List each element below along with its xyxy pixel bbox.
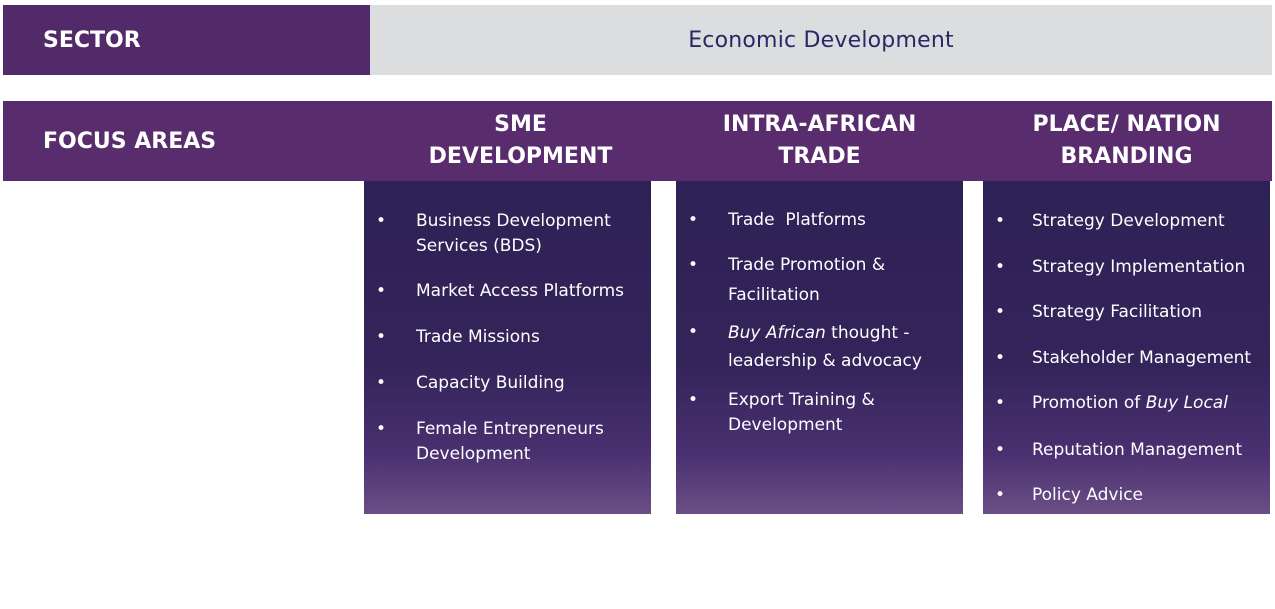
bullet-icon: • bbox=[688, 322, 699, 342]
list-item-text: Policy Advice bbox=[1032, 485, 1144, 505]
column-title-sme-development: SME DEVELOPMENT bbox=[428, 112, 613, 169]
bullet-icon: • bbox=[995, 348, 1006, 368]
bullet-icon: • bbox=[376, 373, 387, 393]
list-item-text: Reputation Management bbox=[1032, 440, 1243, 460]
list-item-text: Export Training & Development bbox=[728, 390, 875, 435]
bullet-icon: • bbox=[376, 211, 387, 231]
bullet-icon: • bbox=[688, 390, 699, 410]
list-item-text: Trade Promotion & Facilitation bbox=[728, 255, 886, 305]
buy-local-emphasis: Buy Local bbox=[1145, 393, 1228, 413]
bullet-icon: • bbox=[376, 419, 387, 439]
list-item-text: Strategy Facilitation bbox=[1032, 302, 1203, 322]
sector-label: SECTOR bbox=[3, 5, 370, 75]
bullet-icon: • bbox=[995, 257, 1006, 277]
list-item-text: Capacity Building bbox=[416, 373, 565, 393]
list-item-text: Promotion of Buy Local bbox=[1032, 393, 1228, 413]
sector-value: Economic Development bbox=[370, 5, 1272, 75]
bullet-icon: • bbox=[688, 255, 699, 275]
list-item-text: Trade Missions bbox=[416, 327, 540, 347]
list-item-text: Stakeholder Management bbox=[1032, 348, 1252, 368]
bullet-icon: • bbox=[995, 485, 1006, 505]
list-item-text: Market Access Platforms bbox=[416, 281, 624, 301]
bullet-icon: • bbox=[995, 440, 1006, 460]
intra-african-trade-box: • Trade Platforms • Trade Promotion & Fa… bbox=[676, 181, 963, 514]
bullet-icon: • bbox=[995, 211, 1006, 231]
list-item-text: Female Entrepreneurs Development bbox=[416, 419, 604, 464]
list-item-text: Strategy Development bbox=[1032, 211, 1225, 231]
bullet-icon: • bbox=[688, 210, 699, 230]
buy-african-emphasis: Buy African bbox=[728, 323, 826, 343]
sme-development-box: • Business Development Services (BDS) • … bbox=[364, 181, 651, 514]
bullet-icon: • bbox=[995, 302, 1006, 322]
list-item-text: Trade Platforms bbox=[728, 210, 866, 230]
focus-areas-header-bar bbox=[3, 101, 1272, 181]
list-item-text: Buy African thought - leadership & advoca… bbox=[728, 323, 922, 371]
list-item-text: Strategy Implementation bbox=[1032, 257, 1246, 277]
focus-areas-label: FOCUS AREAS bbox=[43, 128, 217, 154]
column-title-place-nation-branding: PLACE/ NATION BRANDING bbox=[1032, 112, 1221, 169]
place-nation-branding-box: • Strategy Development • Strategy Implem… bbox=[983, 181, 1270, 514]
list-item-text: Business Development Services (BDS) bbox=[416, 211, 611, 256]
bullet-icon: • bbox=[376, 327, 387, 347]
bullet-icon: • bbox=[995, 393, 1006, 413]
column-title-intra-african-trade: INTRA-AFRICAN TRADE bbox=[722, 112, 917, 169]
bullet-icon: • bbox=[376, 281, 387, 301]
